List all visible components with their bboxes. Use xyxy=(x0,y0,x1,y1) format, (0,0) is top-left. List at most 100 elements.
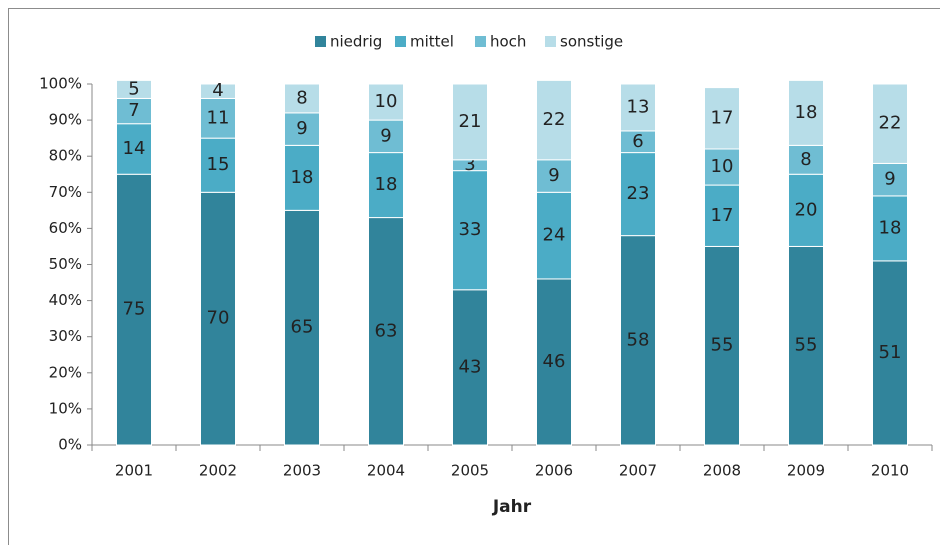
bar-segment xyxy=(200,191,236,446)
data-label: 43 xyxy=(459,356,482,377)
data-label: 5 xyxy=(128,78,139,99)
data-label: 33 xyxy=(459,219,482,240)
legend-label: mittel xyxy=(410,33,454,51)
legend-label: hoch xyxy=(490,33,526,51)
data-label: 55 xyxy=(795,335,818,356)
bar-segment xyxy=(620,83,656,132)
bar-segment xyxy=(536,79,572,161)
y-tick-label: 60% xyxy=(49,219,82,237)
bar-segment xyxy=(116,123,152,175)
data-label: 9 xyxy=(380,125,391,146)
x-tick-label: 2010 xyxy=(871,462,909,480)
x-tick-label: 2006 xyxy=(535,462,573,480)
data-label: 3 xyxy=(464,154,475,175)
data-label: 4 xyxy=(212,80,223,101)
legend-swatch xyxy=(475,36,486,47)
x-tick-label: 2008 xyxy=(703,462,741,480)
data-label: 20 xyxy=(795,199,818,220)
bar-segment xyxy=(368,217,404,446)
bar-segment xyxy=(452,170,488,291)
bar-segment xyxy=(872,83,908,164)
data-label: 18 xyxy=(291,167,314,188)
data-label: 23 xyxy=(627,183,650,204)
data-label: 14 xyxy=(123,138,146,159)
legend-swatch xyxy=(315,36,326,47)
data-label: 9 xyxy=(296,118,307,139)
x-tick-label: 2004 xyxy=(367,462,405,480)
data-label: 9 xyxy=(884,169,895,190)
data-label: 15 xyxy=(207,154,230,175)
data-label: 6 xyxy=(632,131,643,152)
data-label: 17 xyxy=(711,205,734,226)
data-label: 18 xyxy=(795,102,818,123)
x-tick-label: 2005 xyxy=(451,462,489,480)
y-tick-label: 0% xyxy=(58,436,82,454)
data-label: 55 xyxy=(711,335,734,356)
y-tick-label: 70% xyxy=(49,183,82,201)
bar-segment xyxy=(872,260,908,446)
bar-segment xyxy=(704,245,740,446)
x-tick-label: 2002 xyxy=(199,462,237,480)
bar-segment xyxy=(284,144,320,211)
legend-swatch xyxy=(545,36,556,47)
bar-segment xyxy=(620,152,656,237)
x-tick-label: 2003 xyxy=(283,462,321,480)
data-label: 63 xyxy=(375,320,398,341)
data-label: 22 xyxy=(543,109,566,130)
bar-segment xyxy=(788,79,824,146)
y-tick-label: 40% xyxy=(49,291,82,309)
data-label: 24 xyxy=(543,225,566,246)
data-label: 65 xyxy=(291,317,314,338)
bar-segment xyxy=(536,278,572,446)
data-label: 58 xyxy=(627,329,650,350)
data-label: 18 xyxy=(879,217,902,238)
y-tick-label: 30% xyxy=(49,327,82,345)
x-tick-label: 2001 xyxy=(115,462,153,480)
data-label: 10 xyxy=(711,156,734,177)
bar-segment xyxy=(452,83,488,161)
bar-segment xyxy=(200,137,236,193)
bar-segment xyxy=(368,119,404,154)
data-label: 46 xyxy=(543,351,566,372)
bar-segment xyxy=(704,184,740,247)
bar-segment xyxy=(200,83,236,99)
data-label: 75 xyxy=(123,299,146,320)
bar-segment xyxy=(116,97,152,125)
bar-segment xyxy=(284,83,320,114)
x-axis-title: Jahr xyxy=(492,497,532,517)
data-label: 22 xyxy=(879,113,902,134)
bar-segment xyxy=(368,152,404,219)
data-label: 18 xyxy=(375,174,398,195)
bar-segment xyxy=(368,83,404,121)
bar-segment xyxy=(704,87,740,150)
y-tick-label: 10% xyxy=(49,399,82,417)
y-tick-label: 80% xyxy=(49,147,82,165)
bar-segment xyxy=(620,235,656,446)
bar-segment xyxy=(788,144,824,175)
bar-segment xyxy=(536,159,572,193)
y-tick-label: 20% xyxy=(49,363,82,381)
x-tick-label: 2009 xyxy=(787,462,825,480)
data-label: 9 xyxy=(548,165,559,186)
data-label: 10 xyxy=(375,91,398,112)
bar-segment xyxy=(116,173,152,446)
bar-segment xyxy=(116,79,152,99)
data-label: 70 xyxy=(207,308,230,329)
y-tick-label: 90% xyxy=(49,111,82,129)
x-tick-label: 2007 xyxy=(619,462,657,480)
data-label: 51 xyxy=(879,342,902,363)
y-tick-label: 50% xyxy=(49,255,82,273)
data-label: 11 xyxy=(207,107,230,128)
data-label: 17 xyxy=(711,107,734,128)
bar-segment xyxy=(536,191,572,280)
legend-label: niedrig xyxy=(330,33,382,51)
bar-segment xyxy=(284,112,320,146)
data-label: 7 xyxy=(128,100,139,121)
data-label: 21 xyxy=(459,111,482,132)
legend-label: sonstige xyxy=(560,33,623,51)
bar-segment xyxy=(788,245,824,446)
data-label: 13 xyxy=(627,96,650,117)
legend-swatch xyxy=(395,36,406,47)
